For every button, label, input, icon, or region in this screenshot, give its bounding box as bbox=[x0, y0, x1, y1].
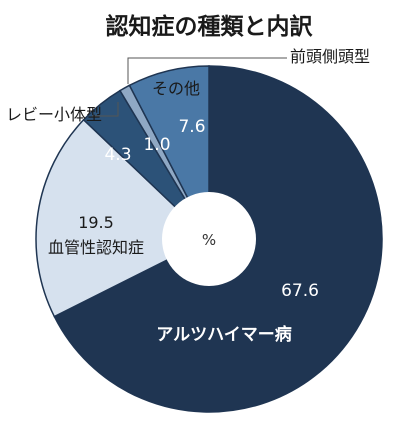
leader-line-frontotemporal bbox=[127, 57, 287, 84]
slice-label-alzheimer: アルツハイマー病 bbox=[156, 324, 292, 345]
slice-other bbox=[128, 65, 210, 240]
center-unit-label: % bbox=[202, 231, 216, 249]
chart-title: 認知症の種類と内訳 bbox=[106, 13, 314, 40]
value-label-alzheimer: 67.6 bbox=[281, 281, 319, 301]
slice-vascular bbox=[35, 118, 211, 318]
value-label-other: 7.6 bbox=[178, 117, 205, 137]
leader-line-lewy bbox=[92, 102, 119, 117]
slice-label-vascular: 血管性認知症 bbox=[48, 238, 144, 257]
value-label-vascular: 19.5 bbox=[78, 213, 114, 232]
value-label-lewy: 4.3 bbox=[104, 145, 131, 165]
donut-hole bbox=[162, 192, 256, 286]
slice-label-other: その他 bbox=[152, 79, 200, 98]
value-label-frontotemporal: 1.0 bbox=[143, 135, 170, 155]
slice-label-lewy: レビー小体型 bbox=[6, 105, 102, 124]
slice-label-frontotemporal: 前頭側頭型 bbox=[290, 47, 370, 66]
